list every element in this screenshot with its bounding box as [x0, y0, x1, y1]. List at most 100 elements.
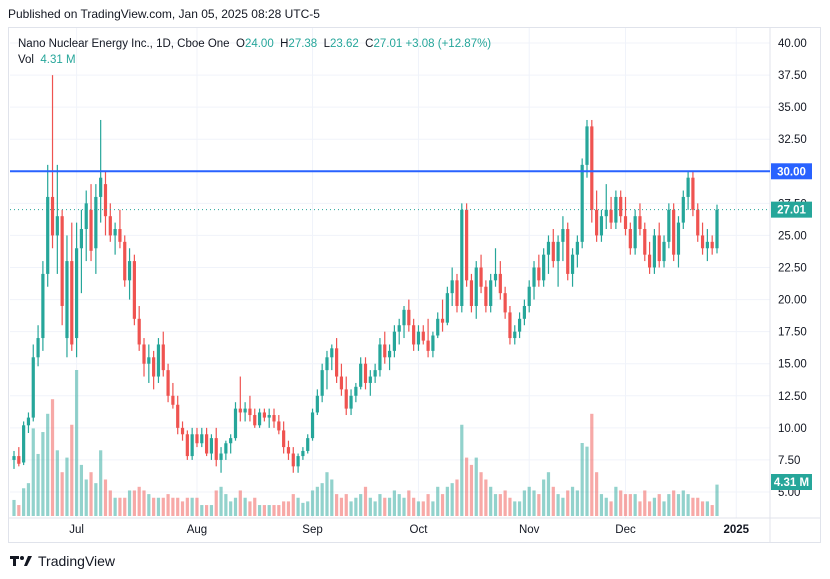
volume-bar: [474, 457, 478, 516]
candle-body: [474, 267, 478, 306]
candle-body: [595, 209, 599, 236]
high-value: 27.38: [288, 38, 318, 50]
candle-body: [460, 209, 464, 306]
candle-body: [619, 196, 623, 217]
volume-bar: [79, 464, 84, 516]
candle-body: [580, 164, 584, 242]
volume-bar: [383, 497, 387, 516]
y-tick-label: 32.50: [778, 134, 807, 146]
candle-body: [599, 216, 604, 236]
volume-bar: [436, 486, 440, 516]
volume-bar: [161, 497, 165, 516]
volume-bar: [676, 494, 681, 516]
volume-bar: [205, 505, 209, 516]
volume-bar: [566, 490, 570, 516]
volume-bar: [306, 501, 310, 516]
candle-body: [137, 318, 141, 345]
volume-bar: [455, 479, 459, 516]
last-price-label-bg: [771, 201, 812, 218]
volume-bar: [537, 494, 541, 516]
publish-info: Published on TradingView.com, Jan 05, 20…: [8, 7, 320, 21]
candle-body: [12, 456, 16, 460]
candle-body: [330, 348, 334, 358]
candle-body: [99, 177, 103, 197]
candle-body: [113, 229, 117, 236]
volume-bar: [580, 443, 584, 516]
candle-body: [233, 408, 238, 439]
volume-bar: [469, 464, 474, 516]
volume-bar: [623, 494, 628, 516]
candle-body: [503, 293, 507, 313]
volume-bar: [315, 486, 319, 516]
volume-bar: [416, 501, 421, 516]
volume-bar: [705, 501, 709, 516]
y-tick-label: 22.50: [778, 263, 807, 275]
volume-bar: [561, 497, 565, 516]
volume-axis-label: 4.31 M: [774, 477, 809, 489]
volume-bar: [484, 479, 488, 516]
tradingview-brand: TradingView: [38, 553, 116, 569]
candle-body: [522, 305, 526, 319]
y-tick-label: 35.00: [778, 102, 807, 114]
volume-bar: [715, 484, 719, 516]
candle-body: [551, 241, 555, 262]
volume-bar: [387, 497, 392, 516]
candle-body: [513, 331, 517, 339]
volume-bar: [209, 505, 214, 516]
horizontal-line-label-bg: [771, 163, 812, 180]
candle-body: [248, 408, 252, 416]
candle-body: [705, 241, 709, 249]
volume-bar: [325, 472, 329, 516]
volume-bar: [339, 497, 344, 516]
candle-body: [585, 126, 589, 165]
candle-body: [667, 209, 671, 242]
volume-bar: [214, 490, 218, 516]
volume-bar: [296, 497, 300, 516]
candle-body: [344, 389, 348, 409]
x-tick-label: 2025: [723, 524, 749, 536]
candle-body: [647, 254, 652, 268]
candle-body: [176, 404, 180, 428]
volume-bar: [585, 446, 589, 516]
volume-bar: [614, 486, 618, 516]
candle-body: [643, 229, 647, 255]
x-tick-label: Nov: [519, 524, 540, 536]
volume-bar: [195, 497, 199, 516]
open-label: O: [235, 38, 245, 50]
volume-bar: [373, 501, 377, 516]
candle-body: [267, 415, 271, 418]
candle-body: [392, 331, 396, 351]
candle-body: [315, 395, 319, 413]
candle-body: [243, 408, 247, 413]
candle-body: [335, 348, 339, 377]
candle-body: [609, 209, 613, 223]
volume-bar: [60, 472, 64, 516]
candle-body: [272, 415, 276, 422]
volume-bar: [426, 494, 430, 516]
volume-bar: [291, 494, 295, 516]
candle-body: [421, 331, 425, 341]
candle-body: [161, 344, 165, 371]
volume-bar: [522, 490, 526, 516]
volume-bar: [243, 497, 247, 516]
volume-bar: [123, 497, 127, 516]
y-tick-label: 37.50: [778, 70, 807, 82]
candle-body: [561, 229, 565, 242]
candle-body: [79, 229, 84, 249]
candle-body: [180, 427, 185, 435]
candle-body: [306, 438, 310, 451]
volume-bar: [132, 490, 136, 516]
candle-body: [590, 126, 594, 210]
change-value: +3.08 (+12.87%): [405, 38, 492, 50]
candle-body: [532, 267, 536, 287]
volume-bar: [619, 490, 623, 516]
y-tick-label: 20.00: [778, 295, 807, 307]
low-label: L: [323, 38, 330, 50]
tradingview-logo-icon: [10, 554, 32, 568]
candle-body: [517, 318, 522, 332]
candle-body: [253, 415, 257, 426]
volume-bar: [392, 490, 396, 516]
y-tick-label: 15.00: [778, 359, 807, 371]
candle-body: [103, 184, 108, 217]
